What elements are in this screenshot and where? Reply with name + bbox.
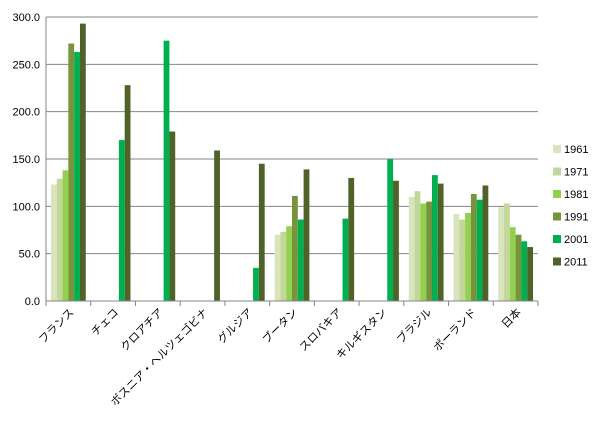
x-category-label: スロバキア [297,306,345,354]
legend-swatch [553,167,561,176]
y-tick-label: 100.0 [12,201,40,213]
x-category-label: グルジア [214,305,255,346]
bar [420,203,427,301]
bar [124,85,131,301]
bar [286,226,292,301]
bar [62,170,69,301]
legend: 1961 1971 1981 1991 2001 2011 [553,144,588,269]
bar [214,150,220,301]
x-category-label: チェコ [89,306,122,339]
bar [476,199,483,301]
bar [387,159,394,301]
bar [297,219,304,301]
legend-label: 2001 [564,234,588,246]
bar [163,40,170,302]
bar [408,196,415,301]
bar [504,203,510,301]
bar [465,212,471,301]
x-category-label: クロアチア [118,306,166,354]
bar [459,219,466,301]
bar [431,175,438,301]
bar [258,163,265,301]
x-category-label: ブラジル [393,305,434,346]
legend-swatch [553,212,561,221]
y-tick-label: 300.0 [12,12,40,24]
bar [274,234,281,301]
bar [50,184,57,301]
bar [56,178,63,301]
bar [74,52,80,301]
legend-swatch [553,145,561,153]
legend-label: 2011 [564,257,588,269]
bar [348,177,355,301]
bar [280,231,287,301]
bar [521,241,528,301]
legend-label: 1961 [564,144,588,156]
x-category-label: フランス [36,306,76,346]
x-category-label: ブータン [259,305,300,346]
bar [515,234,522,301]
bar [118,140,125,301]
y-tick-label: 0.0 [25,296,40,308]
bar [68,43,75,302]
bar [292,195,298,301]
bar [470,194,477,301]
bars [50,23,534,302]
bar [437,183,444,301]
x-category-label: 日本 [498,305,523,330]
y-tick-label: 250.0 [12,59,40,71]
bar [482,185,489,301]
bar [527,247,534,301]
x-category-label: ポーランド [431,306,479,354]
bar [253,267,259,301]
bar [169,131,176,301]
bar [426,201,432,301]
legend-label: 1991 [564,212,588,224]
bar [79,23,86,301]
bar [414,191,421,301]
bar [393,180,399,301]
bar [303,169,310,301]
y-tick-label: 200.0 [12,107,40,119]
legend-label: 1981 [564,189,588,201]
y-tick-label: 150.0 [12,154,40,166]
bar [342,218,349,301]
legend-swatch [553,257,561,266]
axes: 0.0 50.0 100.0 150.0 200.0 250.0 300.0 フランス チェコク… [12,12,539,408]
legend-label: 1971 [564,167,588,179]
bar [498,207,505,301]
bar [453,213,460,301]
legend-swatch [553,190,561,198]
y-tick-label: 50.0 [19,249,40,261]
bar [509,227,516,301]
legend-swatch [553,235,561,243]
